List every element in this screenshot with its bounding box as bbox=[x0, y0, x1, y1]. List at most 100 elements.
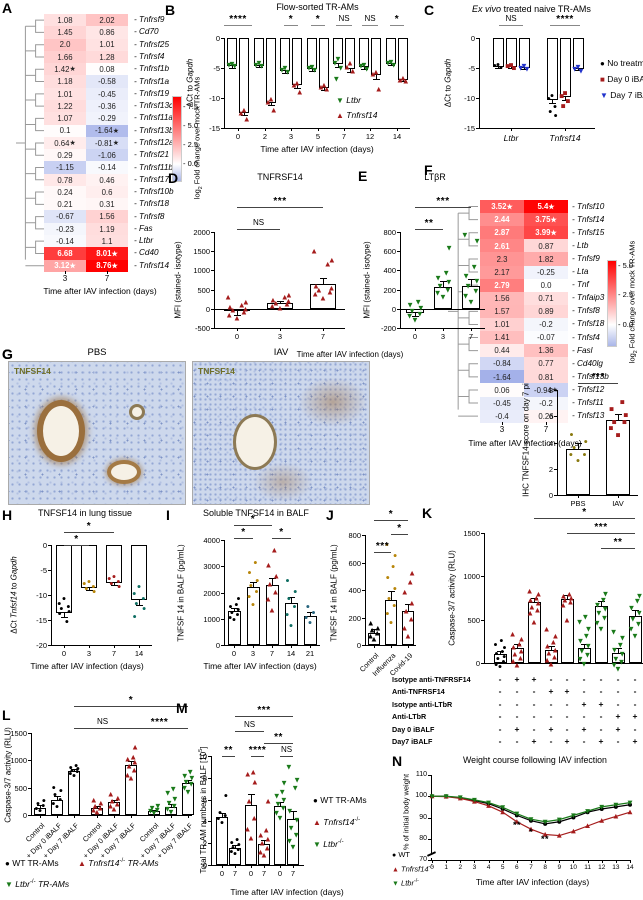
panel-M: M 10 8 6 4 2 0 0 7 0 7 0 7 ● ● ● ● ● ● ● ● ● ● ● ● ▲ ▲ ▲ ▲ ▲ ▲ ▲ ▲ ▲ ▲ ▲ ▲ ▲ ▲… bbox=[176, 695, 395, 900]
heatmap-cell: -0.14 bbox=[44, 235, 86, 248]
data-point: ▼ bbox=[167, 807, 175, 817]
tick-mark bbox=[139, 645, 140, 648]
error-bar-cap bbox=[439, 280, 447, 282]
tick-mark bbox=[222, 865, 223, 868]
error-bar-cap bbox=[135, 605, 143, 606]
data-point: ● bbox=[86, 578, 92, 586]
matrix-sign: - bbox=[498, 698, 502, 709]
y-axis-label: Total TR-AM numbers in BALF [105] bbox=[198, 746, 208, 874]
panel-letter-L: L bbox=[2, 707, 11, 723]
heatmap-row-label: - Tnfrsf12a bbox=[134, 137, 174, 147]
heatmap-cell: -0.07 bbox=[524, 331, 568, 345]
data-point: ● bbox=[307, 619, 313, 627]
error-bar bbox=[363, 67, 365, 70]
data-point: ▲ bbox=[314, 285, 323, 295]
sig-line bbox=[272, 538, 291, 539]
zero-line bbox=[215, 308, 345, 310]
data-point: ● bbox=[492, 62, 497, 70]
error-bar bbox=[470, 279, 472, 286]
heatmap-cell: -0.67 bbox=[44, 210, 86, 224]
data-point: ▼ bbox=[225, 60, 233, 70]
sig-label: NS bbox=[96, 717, 109, 726]
data-point: ● bbox=[582, 451, 587, 459]
matrix-sign: + bbox=[581, 698, 587, 709]
data-point: ● bbox=[498, 64, 504, 72]
data-point: ▼ bbox=[357, 61, 365, 71]
data-point: ▼ bbox=[434, 273, 443, 283]
sig-label: **** bbox=[248, 745, 267, 756]
x-axis bbox=[51, 645, 152, 647]
sig-line bbox=[280, 756, 293, 757]
bar bbox=[462, 285, 480, 309]
x-tick-label: 3 bbox=[86, 649, 92, 658]
error-bar bbox=[63, 612, 65, 617]
data-point: ▲ bbox=[370, 634, 378, 644]
heatmap-row-label: - Tnfrsf4 bbox=[134, 51, 165, 61]
sig-label: * bbox=[288, 14, 294, 25]
data-point: ▼ bbox=[187, 780, 196, 790]
error-bar-cap bbox=[267, 105, 275, 107]
data-point: ▲ bbox=[293, 78, 301, 88]
tick-mark bbox=[65, 271, 66, 274]
data-point: ■ bbox=[508, 60, 514, 70]
tick-mark bbox=[57, 815, 58, 818]
tick-mark bbox=[280, 328, 281, 331]
tick-mark bbox=[362, 535, 366, 536]
data-point bbox=[542, 819, 548, 825]
panel-letter-M: M bbox=[176, 700, 188, 716]
data-point: ▼ bbox=[408, 306, 417, 316]
error-bar-cap bbox=[306, 612, 314, 614]
x-tick-label: 7 bbox=[529, 864, 533, 871]
y-tick-label: -15 bbox=[36, 616, 47, 625]
stain-label: TNFSF14 bbox=[198, 366, 235, 376]
data-point: ▼ bbox=[362, 64, 371, 74]
sig-underline bbox=[224, 25, 252, 26]
data-point: ▲ bbox=[374, 84, 383, 94]
data-point: ● bbox=[37, 807, 43, 815]
data-point: ▲ bbox=[263, 843, 272, 853]
data-point: ▼ bbox=[570, 64, 579, 74]
data-point: ▲ bbox=[263, 834, 272, 844]
data-point: ● bbox=[568, 451, 573, 459]
y-tick-label: 500 bbox=[14, 783, 27, 793]
sig-label: ** bbox=[540, 834, 550, 844]
data-point: ● bbox=[495, 61, 501, 69]
data-point: ▲ bbox=[327, 283, 336, 293]
data-point: ▲ bbox=[406, 577, 415, 587]
heatmap-cell: -0.23 bbox=[44, 222, 86, 236]
bar bbox=[108, 802, 120, 815]
data-point: ▼ bbox=[575, 617, 584, 627]
y-tick-label: 500 bbox=[467, 615, 480, 625]
sig-underline bbox=[311, 25, 325, 26]
data-point: ● bbox=[223, 793, 228, 801]
matrix-sign: - bbox=[532, 711, 536, 722]
matrix-sign: - bbox=[532, 686, 536, 697]
tick-mark bbox=[208, 843, 212, 845]
tick-mark bbox=[211, 270, 215, 272]
matrix-sign: - bbox=[599, 723, 603, 734]
data-point: ▲ bbox=[517, 646, 526, 656]
y-tick-label: 70 bbox=[419, 856, 427, 863]
heatmap-row-label: - Tnfrsf14 bbox=[134, 260, 170, 270]
x-tick-label: 6 bbox=[515, 864, 519, 871]
matrix-sign: - bbox=[565, 698, 569, 709]
data-point: ● bbox=[229, 839, 234, 847]
x-tick-label: 7 bbox=[261, 869, 267, 878]
data-point: ▲ bbox=[513, 660, 521, 670]
legend-item: ▲ Tnfrsf14-/- bbox=[392, 864, 434, 874]
sig-label: * bbox=[388, 509, 394, 520]
heatmap-row-label: - Tnfaip3 bbox=[572, 293, 605, 303]
error-bar bbox=[551, 99, 553, 104]
x-tick-label: 7 bbox=[468, 332, 474, 341]
error-bar-cap bbox=[360, 69, 368, 71]
data-point: ● bbox=[235, 836, 240, 844]
error-bar bbox=[497, 67, 499, 69]
y-axis-label: MFI (stained- isotype) bbox=[362, 241, 372, 319]
bar bbox=[560, 598, 574, 663]
data-point: ▲ bbox=[343, 62, 351, 72]
heatmap-col-tick: 3 bbox=[62, 274, 68, 283]
data-point bbox=[472, 798, 477, 803]
tick-mark bbox=[211, 251, 215, 253]
heatmap-cell: 1.01 bbox=[86, 38, 128, 52]
bar bbox=[368, 632, 380, 645]
